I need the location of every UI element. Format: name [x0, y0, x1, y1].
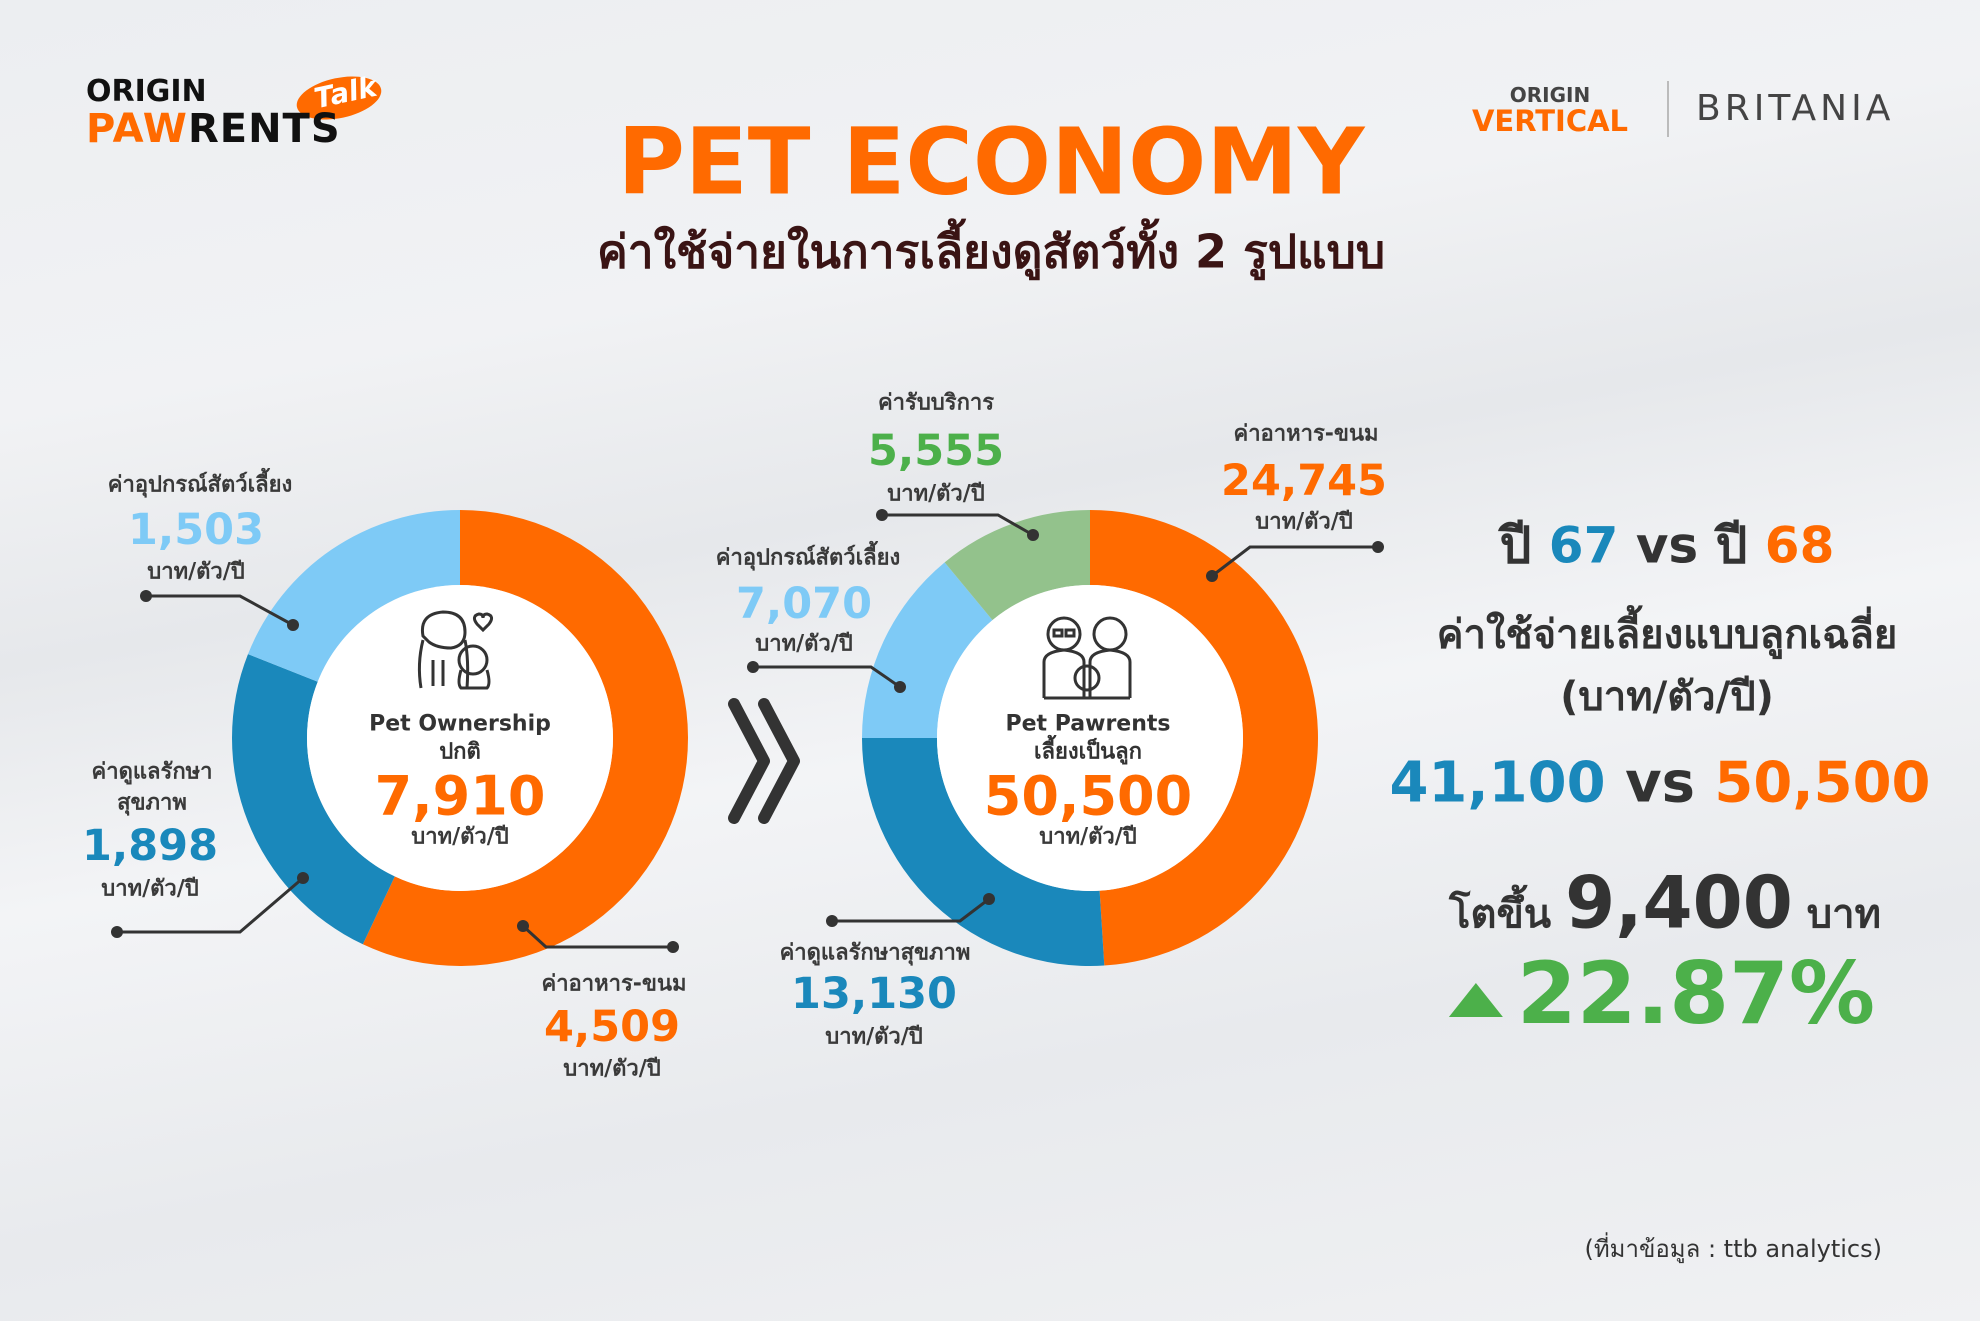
value-comparison: 41,100 vs 50,500	[1389, 751, 1930, 816]
leader-chart1-food-dot	[517, 920, 529, 932]
logo-divider	[1667, 81, 1669, 137]
donut-hole-1	[307, 585, 613, 891]
value-b: 50,500	[1714, 750, 1931, 816]
growth-prefix: โตขึ้น	[1449, 891, 1552, 938]
leader-chart1-food	[521, 924, 673, 949]
leader-chart2-health	[832, 897, 990, 923]
logo-paw-text: PAW	[86, 106, 188, 152]
leader-chart2-service	[882, 513, 1034, 537]
leader-chart2-equipment-dot	[747, 661, 759, 673]
leader-chart1-health-dot	[297, 872, 309, 884]
donut-slice-2-1	[1090, 510, 1319, 966]
growth-percent-line: 22.87%	[1448, 944, 1876, 1044]
chart2-total: 50,500	[983, 764, 1193, 828]
chart2-total-unit: บาท/ตัว/ปี	[1039, 824, 1137, 850]
page-subtitle: ค่าใช้จ่ายในการเลี้ยงดูสัตว์ทั้ง 2 รูปแบ…	[596, 224, 1386, 279]
leader-chart2-service-dot	[876, 509, 888, 521]
triangle-up-icon	[1448, 982, 1503, 1017]
donut-slice-1-2	[231, 654, 395, 945]
chart1-food-unit: บาท/ตัว/ปี	[563, 1056, 661, 1082]
value-a: 41,100	[1389, 750, 1606, 816]
leader-chart2-food-dot	[1206, 570, 1218, 582]
logo-rents-text: RENTS	[187, 106, 341, 152]
logo-vertical: VERTICAL	[1471, 104, 1629, 138]
leader-chart1-health	[117, 876, 304, 934]
page-title: PET ECONOMY	[617, 108, 1365, 216]
chart2-food-value: 24,745	[1221, 456, 1387, 506]
donut-slice-2-2	[862, 738, 1105, 967]
origin-vertical-logo: ORIGIN VERTICAL	[1465, 84, 1635, 136]
leader-chart1-health-dot	[111, 926, 123, 938]
summary-unit: (บาท/ตัว/ปี)	[1560, 674, 1774, 720]
growth-amount: 9,400	[1565, 860, 1793, 945]
leader-chart2-food	[1211, 545, 1378, 578]
chart2-service-value: 5,555	[867, 426, 1005, 476]
logo-origin-small: ORIGIN	[1509, 83, 1591, 107]
leader-chart1-food-dot	[667, 941, 679, 953]
vs-text-2: vs	[1625, 750, 1695, 816]
logo-pawrents: PAWRENTS	[86, 106, 341, 152]
chart1-equipment-label: ค่าอุปกรณ์สัตว์เลี้ยง	[107, 472, 293, 498]
donut-chart-1	[231, 510, 689, 966]
donut-slice-1-1	[362, 510, 689, 966]
growth-amount-line: โตขึ้น 9,400 บาท	[1449, 861, 1881, 946]
year-prefix-a: ปี	[1499, 516, 1532, 575]
year-a: 67	[1548, 516, 1619, 575]
leader-chart1-equipment-dot	[140, 590, 152, 602]
leader-chart2-equipment	[753, 665, 901, 689]
chart2-equipment-unit: บาท/ตัว/ปี	[755, 631, 853, 657]
year-prefix-b: ปี	[1715, 516, 1748, 575]
growth-unit: บาท	[1806, 891, 1881, 938]
donut-hole-2	[937, 585, 1243, 891]
chart2-food-label: ค่าอาหาร-ขนม	[1233, 421, 1379, 447]
chart2-health-unit: บาท/ตัว/ปี	[825, 1024, 923, 1050]
chart2-health-value: 13,130	[791, 969, 957, 1019]
chart2-center-title: Pet Pawrents	[1005, 711, 1171, 737]
family-icon	[1042, 616, 1132, 700]
chart2-health-label: ค่าดูแลรักษาสุขภาพ	[779, 940, 971, 966]
chart1-total: 7,910	[374, 764, 546, 828]
year-b: 68	[1764, 516, 1835, 575]
chevron-right-icon	[728, 698, 800, 824]
chart1-food-value: 4,509	[543, 1002, 681, 1052]
chart2-food-unit: บาท/ตัว/ปี	[1255, 509, 1353, 535]
chart1-health-value: 1,898	[81, 821, 219, 871]
growth-percent: 22.87%	[1516, 944, 1876, 1044]
vs-text: vs	[1635, 516, 1699, 575]
donut-slice-1-3	[248, 510, 460, 682]
chart2-equipment-label: ค่าอุปกรณ์สัตว์เลี้ยง	[715, 545, 901, 571]
leader-chart1-equipment-dot	[287, 619, 299, 631]
leader-chart2-service-dot	[1027, 529, 1039, 541]
chart1-food-label: ค่าอาหาร-ขนม	[541, 971, 687, 997]
leader-chart2-food-dot	[1372, 541, 1384, 553]
chart2-equipment-value: 7,070	[735, 579, 873, 629]
chart2-center-subtitle: เลี้ยงเป็นลูก	[1034, 739, 1142, 765]
chart1-health-unit: บาท/ตัว/ปี	[101, 876, 199, 902]
leader-chart2-health-dot	[826, 915, 838, 927]
chart1-center-title: Pet Ownership	[369, 711, 551, 737]
chart1-center-subtitle: ปกติ	[439, 739, 481, 765]
chart2-service-unit: บาท/ตัว/ปี	[887, 481, 985, 507]
leader-chart1-equipment	[146, 594, 294, 627]
leader-chart2-equipment-dot	[894, 681, 906, 693]
chart1-equipment-unit: บาท/ตัว/ปี	[147, 559, 245, 585]
leader-chart2-health-dot	[983, 893, 995, 905]
dog-cat-icon	[417, 610, 494, 690]
donut-slice-2-3	[862, 562, 993, 738]
chart1-health-label-2: สุขภาพ	[117, 790, 187, 816]
donut-chart-2	[862, 510, 1319, 967]
year-comparison: ปี 67 vs ปี 68	[1500, 507, 1835, 586]
source-footnote: (ที่มาข้อมูล : ttb analytics)	[1584, 1235, 1883, 1263]
logo-origin-text: ORIGIN	[86, 74, 207, 109]
chart1-health-label: ค่าดูแลรักษา	[91, 759, 213, 785]
chart1-total-unit: บาท/ตัว/ปี	[411, 824, 509, 850]
chart2-service-label: ค่ารับบริการ	[877, 390, 995, 416]
chart1-equipment-value: 1,503	[127, 505, 265, 555]
origin-pawrents-logo: ORIGIN Talk PAWRENTS	[86, 69, 386, 154]
britania-logo: BRITANIA	[1696, 88, 1895, 129]
donut-slice-2-4	[944, 510, 1090, 621]
summary-heading: ค่าใช้จ่ายเลี้ยงแบบลูกเฉลี่ย	[1436, 612, 1898, 658]
